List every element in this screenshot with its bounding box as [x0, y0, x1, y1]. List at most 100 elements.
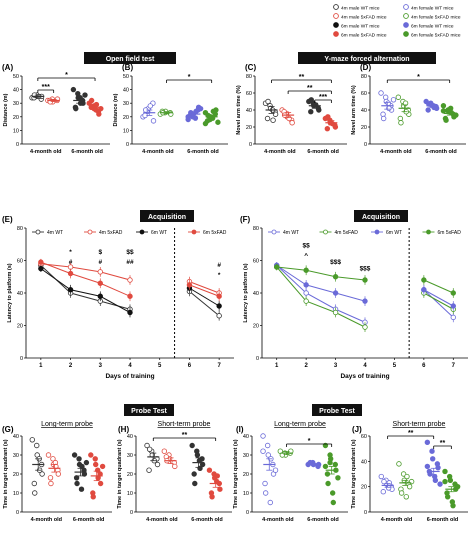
y-tick-label: 40 — [17, 291, 23, 297]
data-point — [264, 442, 271, 449]
data-point — [79, 463, 85, 470]
x-tick-label: 3 — [334, 363, 338, 369]
series-line — [40, 268, 131, 313]
data-point — [270, 117, 276, 123]
data-point — [308, 108, 314, 115]
data-point — [206, 467, 213, 473]
section-title-text: Acquisition — [148, 214, 186, 221]
panel-label: (G) — [2, 425, 14, 434]
data-point — [330, 499, 336, 506]
data-point — [97, 280, 103, 286]
sig-label: # — [98, 259, 102, 266]
y-axis-label: Latency to platform (s) — [243, 263, 249, 322]
series-line — [189, 290, 220, 317]
category-label: 4-month old — [142, 149, 173, 155]
figure-legend: 4m male WT mice 4m male 5xFAD mice 6m male… — [333, 4, 461, 38]
data-point — [74, 480, 80, 487]
data-point — [38, 265, 44, 272]
data-point — [45, 452, 52, 458]
legend-label: 6m female WT mice — [411, 23, 454, 29]
y-tick-label: 10 — [13, 491, 19, 497]
data-point — [146, 467, 152, 473]
legend-label: 6m female 5xFAD mice — [411, 32, 461, 38]
category-label: 4-month old — [262, 517, 293, 523]
y-tick-label: 40 — [127, 434, 133, 440]
data-point — [403, 494, 409, 500]
data-point — [402, 100, 409, 106]
data-point — [92, 461, 99, 468]
data-point — [265, 98, 271, 105]
panel-label: (F) — [240, 215, 251, 224]
data-point — [395, 94, 402, 100]
data-point — [425, 107, 431, 113]
legend-label: 4m 5xFAD — [335, 230, 359, 236]
x-axis-label: Days of training — [105, 373, 154, 380]
data-point — [50, 456, 56, 462]
section-title-text: Y-maze forced alternation — [324, 56, 409, 63]
data-point — [397, 115, 404, 122]
data-point — [329, 490, 336, 496]
data-point — [398, 120, 404, 126]
panel-h: (H) Short-term probe 0 10 20 30 40 Time in targ… — [117, 421, 232, 523]
x-axis-label: Days of training — [340, 373, 389, 380]
data-point — [381, 478, 387, 485]
data-point — [308, 97, 314, 103]
y-tick-label: 60 — [361, 434, 367, 440]
data-point — [67, 270, 74, 277]
data-point — [194, 452, 201, 458]
legend-label: 4m male WT mice — [341, 5, 380, 11]
legend-marker — [87, 229, 93, 235]
y-tick-label: 20 — [13, 115, 19, 121]
sig-label: ** — [182, 432, 188, 439]
legend-label: 4m WT — [283, 230, 299, 236]
y-tick-label: 20 — [361, 125, 367, 131]
data-point — [29, 437, 35, 443]
y-tick-label: 20 — [246, 125, 252, 131]
x-tick-label: 7 — [217, 363, 221, 369]
category-label: 6-month old — [427, 517, 458, 523]
data-point — [429, 448, 435, 454]
data-point — [67, 287, 74, 293]
legend-label: 6m WT — [386, 230, 402, 236]
data-point — [380, 489, 386, 495]
series-line — [40, 263, 131, 281]
panel-b: (B) 0 10 20 30 40 50 Distance (m) 4-month old 6-m… — [113, 63, 228, 155]
data-point — [71, 452, 78, 458]
y-tick-label: 0 — [20, 356, 23, 362]
y-tick-label: 20 — [361, 485, 367, 491]
data-point — [396, 461, 402, 467]
data-point — [435, 464, 441, 471]
data-point — [332, 461, 338, 468]
series-line — [276, 266, 366, 281]
section-title-probe-female: Probe Test — [312, 404, 362, 416]
category-label: 6-month old — [307, 149, 338, 155]
series-6m-wt — [38, 265, 222, 318]
data-point — [31, 480, 37, 487]
data-point — [450, 290, 456, 296]
legend-marker — [139, 229, 145, 235]
y-tick-label: 10 — [123, 128, 129, 134]
sig-label: ^ — [304, 251, 308, 259]
y-axis-label: Distance (m) — [113, 93, 119, 126]
y-tick-label: 10 — [243, 491, 249, 497]
y-tick-label: 0 — [249, 142, 252, 148]
category-label: 6-month old — [307, 517, 338, 523]
data-point — [260, 433, 266, 439]
data-point — [286, 115, 292, 122]
data-point — [191, 471, 197, 477]
legend-label: 6m male 5xFAD mice — [341, 32, 387, 38]
data-point — [47, 475, 54, 481]
panel-e: (E) 0 20 40 60 80 Latency to platform (s) 1 2 3 4 5… — [2, 215, 234, 380]
y-tick-label: 60 — [361, 91, 367, 97]
series-line — [276, 265, 366, 323]
data-point — [385, 485, 392, 491]
y-axis-label: Time in target quadrant (s) — [351, 439, 357, 508]
data-point — [272, 111, 279, 117]
y-tick-label: 40 — [361, 459, 367, 465]
y-tick-label: 0 — [126, 142, 129, 148]
section-title-open-field: Open field test — [84, 52, 176, 64]
sig-label: $$$ — [330, 259, 341, 266]
y-tick-label: 10 — [127, 491, 133, 497]
y-tick-label: 80 — [253, 226, 259, 232]
data-point — [267, 499, 273, 506]
